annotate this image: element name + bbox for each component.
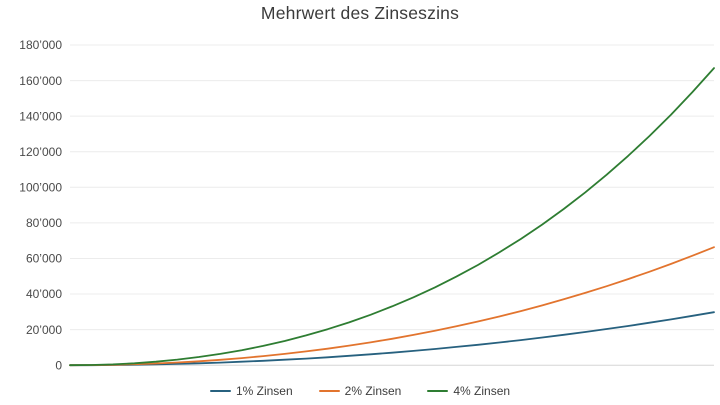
y-axis-tick-label: 0 <box>55 358 62 372</box>
legend-item-2-percent: 2% Zinsen <box>318 384 402 398</box>
y-axis-tick-label: 120’000 <box>19 145 62 159</box>
legend-label-1-percent: 1% Zinsen <box>235 384 293 398</box>
legend-item-4-percent: 4% Zinsen <box>427 384 510 398</box>
legend-label-2-percent: 2% Zinsen <box>344 384 402 398</box>
y-axis-tick-label: 180’000 <box>19 38 62 52</box>
legend-line-icon-4-percent <box>427 390 449 392</box>
y-axis-tick-label: 80’000 <box>26 216 62 230</box>
legend-item-1-percent: 1% Zinsen <box>209 384 293 398</box>
series-line-2-zinsen <box>69 246 715 367</box>
series-line-1-zinsen <box>69 311 715 367</box>
y-axis-tick-label: 60’000 <box>26 252 62 266</box>
series-line-4-zinsen <box>69 67 715 367</box>
legend-line-icon-2-percent <box>318 390 340 392</box>
y-axis-tick-label: 160’000 <box>19 74 62 88</box>
y-axis-tick-label: 20’000 <box>26 323 62 337</box>
chart-title: Mehrwert des Zinseszins <box>260 3 460 23</box>
y-axis-tick-label: 100’000 <box>19 181 62 195</box>
legend-line-icon-1-percent <box>209 390 231 392</box>
y-axis-tick-label: 40’000 <box>26 287 62 301</box>
legend: 1% Zinsen 2% Zinsen 4% Zinsen <box>0 384 720 398</box>
y-axis-tick-label: 140’000 <box>19 109 62 123</box>
legend-label-4-percent: 4% Zinsen <box>453 384 511 398</box>
